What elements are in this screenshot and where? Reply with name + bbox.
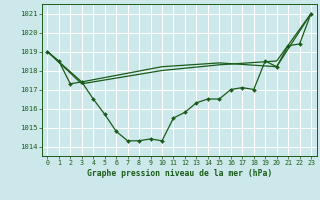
X-axis label: Graphe pression niveau de la mer (hPa): Graphe pression niveau de la mer (hPa) [87, 169, 272, 178]
